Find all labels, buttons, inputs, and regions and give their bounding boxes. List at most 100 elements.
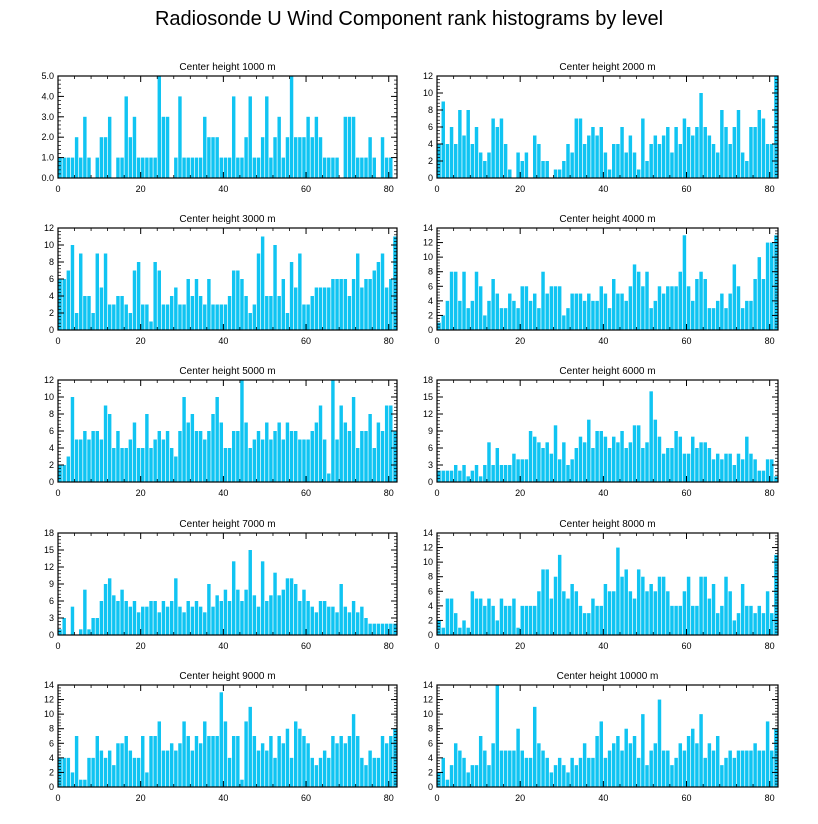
- histogram-bar: [770, 459, 774, 482]
- histogram-bar: [132, 422, 137, 482]
- histogram-bar: [653, 300, 658, 330]
- histogram-bar: [207, 584, 211, 635]
- histogram-bar: [277, 736, 281, 787]
- histogram-bar: [728, 591, 732, 635]
- histogram-bar: [562, 315, 566, 330]
- histogram-bar: [616, 144, 620, 178]
- histogram-bar: [347, 296, 352, 330]
- histogram-bar: [703, 576, 707, 635]
- histogram-bar: [678, 436, 683, 482]
- y-tick-label: 4: [428, 753, 433, 763]
- histogram-bar: [720, 293, 724, 330]
- histogram-bar: [757, 470, 762, 482]
- y-tick-label: 3.0: [41, 112, 54, 122]
- histogram-bar: [70, 157, 75, 178]
- y-tick-label: 8: [428, 724, 433, 734]
- histogram-bar: [470, 470, 475, 482]
- histogram-bar: [215, 304, 219, 330]
- histogram-bar: [616, 547, 620, 635]
- histogram-bar: [499, 118, 504, 178]
- histogram-bar: [260, 743, 265, 787]
- y-tick-label: 18: [423, 375, 433, 385]
- histogram-bar: [449, 271, 454, 330]
- histogram-bar: [207, 431, 211, 482]
- y-tick-label: 12: [423, 695, 433, 705]
- x-tick-label: 20: [136, 793, 146, 803]
- histogram-bar: [132, 601, 137, 635]
- histogram-bar: [441, 627, 445, 635]
- histogram-bar: [753, 459, 757, 482]
- histogram-bar: [306, 116, 310, 178]
- histogram-bar: [277, 296, 281, 330]
- histogram-bar: [595, 135, 599, 178]
- histogram-bar: [711, 750, 716, 787]
- histogram-bar: [541, 161, 545, 178]
- histogram-bar: [194, 601, 199, 635]
- histogram-panel-6: 0 20 40 60 80 0 3 6 9 12 15 18 Center height 6000 m: [423, 366, 779, 498]
- histogram-bar: [503, 750, 508, 787]
- histogram-bar: [240, 779, 244, 787]
- histogram-bar: [285, 137, 290, 178]
- histogram-bar: [327, 606, 331, 635]
- histogram-bar: [211, 606, 215, 635]
- histogram-bar: [649, 584, 653, 635]
- histogram-bar: [351, 116, 356, 178]
- histogram-bar: [58, 465, 62, 482]
- histogram-bar: [740, 459, 745, 482]
- histogram-bar: [190, 606, 195, 635]
- histogram-bar: [740, 584, 745, 635]
- histogram-bar: [591, 757, 595, 787]
- histogram-bar: [141, 736, 145, 787]
- histogram-bar: [591, 127, 595, 178]
- histogram-bar: [269, 157, 273, 178]
- histogram-bar: [265, 96, 269, 178]
- histogram-bar: [545, 757, 549, 787]
- histogram-bar: [372, 157, 376, 178]
- histogram-bar: [695, 605, 699, 635]
- histogram-bar: [545, 569, 549, 635]
- y-tick-label: 1.0: [41, 153, 54, 163]
- histogram-bar: [707, 448, 712, 482]
- histogram-bar: [628, 591, 633, 635]
- histogram-bar: [645, 161, 649, 178]
- plot-frame: [436, 684, 779, 788]
- histogram-bar: [562, 591, 566, 635]
- plot-frame: [57, 684, 398, 788]
- histogram-bar: [99, 287, 104, 330]
- histogram-bar: [478, 152, 483, 178]
- histogram-bar: [682, 750, 687, 787]
- histogram-bar: [231, 270, 236, 330]
- histogram-bar: [145, 414, 149, 482]
- histogram-bar: [657, 699, 662, 787]
- histogram-bar: [169, 448, 174, 482]
- histogram-bar: [528, 300, 533, 330]
- histogram-bar: [360, 757, 364, 787]
- histogram-bar: [553, 169, 558, 178]
- y-tick-label: 6: [49, 426, 54, 436]
- histogram-bar: [724, 576, 728, 635]
- histogram-bar: [757, 110, 762, 178]
- histogram-bar: [294, 721, 298, 787]
- histogram-bar: [219, 157, 224, 178]
- histogram-bar: [437, 322, 441, 330]
- y-tick-label: 8: [49, 257, 54, 267]
- histogram-bar: [116, 157, 120, 178]
- histogram-bar: [240, 157, 244, 178]
- y-tick-label: 10: [44, 240, 54, 250]
- y-tick-label: 0: [49, 325, 54, 335]
- histogram-bar: [545, 161, 549, 178]
- histogram-bar: [441, 757, 445, 787]
- histogram-bar: [720, 765, 724, 787]
- histogram-bar: [335, 612, 339, 635]
- histogram-bar: [620, 127, 624, 178]
- histogram-bar: [66, 157, 71, 178]
- histogram-bar: [595, 605, 599, 635]
- histogram-bar: [141, 606, 145, 635]
- histogram-bar: [182, 721, 186, 787]
- y-tick-label: 10: [423, 709, 433, 719]
- histogram-bar: [310, 606, 314, 635]
- histogram-bar: [186, 279, 190, 330]
- histogram-bar: [732, 127, 737, 178]
- histogram-bar: [389, 157, 393, 178]
- histogram-bar: [458, 300, 462, 330]
